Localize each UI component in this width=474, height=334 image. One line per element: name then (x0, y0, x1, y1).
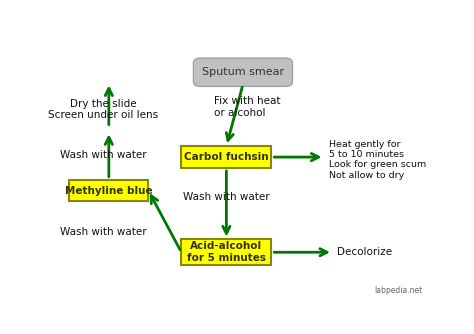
Text: Wash with water: Wash with water (60, 150, 146, 160)
FancyBboxPatch shape (195, 60, 291, 85)
FancyBboxPatch shape (182, 239, 272, 265)
FancyBboxPatch shape (69, 180, 148, 201)
Text: labpedia.net: labpedia.net (374, 286, 423, 295)
Text: Methyline blue: Methyline blue (65, 185, 153, 195)
FancyBboxPatch shape (193, 58, 292, 87)
FancyBboxPatch shape (182, 146, 272, 168)
Text: Heat gently for
5 to 10 minutes
Look for green scum
Not allow to dry: Heat gently for 5 to 10 minutes Look for… (329, 140, 427, 180)
Text: Sputum smear: Sputum smear (202, 67, 284, 77)
Text: Dry the slide
Screen under oil lens: Dry the slide Screen under oil lens (48, 99, 158, 120)
Text: Wash with water: Wash with water (60, 227, 146, 237)
Text: Decolorize: Decolorize (337, 247, 392, 257)
Text: Acid-alcohol
for 5 minutes: Acid-alcohol for 5 minutes (187, 241, 266, 263)
Text: Fix with heat
or alcohol: Fix with heat or alcohol (213, 96, 280, 118)
Text: Wash with water: Wash with water (183, 192, 270, 202)
Text: Carbol fuchsin: Carbol fuchsin (184, 152, 269, 162)
